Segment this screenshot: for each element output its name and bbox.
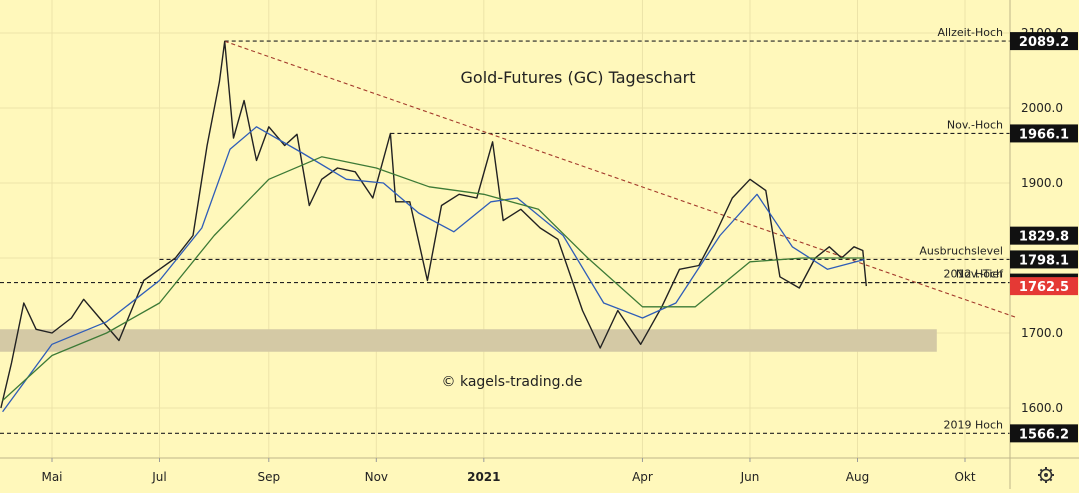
y-tick-label: 1700.0: [1021, 326, 1063, 340]
y-tick-label: 1600.0: [1021, 401, 1063, 415]
level-name: Ausbruchslevel: [919, 244, 1003, 257]
series-line-0: [0, 40, 867, 409]
series-line-1: [2, 126, 865, 413]
trendline-line: [224, 40, 1019, 319]
level-name: 2019 Hoch: [943, 418, 1003, 431]
price-badge: [1010, 32, 1078, 51]
level-lines: [0, 40, 1010, 434]
price-badges: 2089.21966.11798.11767.21566.21829.81762…: [1010, 32, 1078, 443]
x-tick-label: 2021: [467, 470, 500, 484]
price-badge-label: 1966.1: [1019, 127, 1069, 142]
x-tick-label: Jul: [151, 470, 166, 484]
series-line-2: [2, 156, 865, 401]
price-badge: [1010, 250, 1078, 269]
level-name: Nov.-Tief: [956, 268, 1004, 281]
y-tick-label: 2000.0: [1021, 101, 1063, 115]
x-tick-label: Mai: [41, 470, 62, 484]
price-badge: [1010, 124, 1078, 143]
x-tick-label: Sep: [257, 470, 280, 484]
x-tick-label: Nov: [365, 470, 388, 484]
x-ticks: Mai Jul Sep Nov 2021 Apr Jun Aug Okt: [41, 458, 976, 484]
x-tick-label: Apr: [632, 470, 653, 484]
x-tick-label: Aug: [846, 470, 869, 484]
x-tick-label: Okt: [954, 470, 975, 484]
settings-gear-icon[interactable]: [1038, 467, 1054, 483]
y-tick-label: 1900.0: [1021, 176, 1063, 190]
level-name: Nov.-Hoch: [947, 118, 1003, 131]
level-name: Allzeit-Hoch: [937, 26, 1003, 39]
series-lines: [0, 40, 867, 413]
support-zone: [0, 329, 937, 352]
support-zone-rect: [0, 329, 937, 352]
x-tick-label: Jun: [740, 470, 760, 484]
price-badge: [1010, 424, 1078, 443]
price-badge-label: 1762.5: [1019, 280, 1069, 295]
chart-title: Gold-Futures (GC) Tageschart: [461, 68, 696, 87]
price-badge: [1010, 226, 1078, 245]
trendline: [224, 40, 1019, 319]
price-badge-label: 1566.2: [1019, 427, 1069, 442]
watermark: © kagels-trading.de: [442, 374, 583, 390]
grid: [0, 0, 1010, 458]
price-badge-label: 1798.1: [1019, 253, 1069, 268]
price-badge-label: 1829.8: [1019, 230, 1069, 245]
level-labels: Allzeit-Hoch Nov.-Hoch Ausbruchslevel 2012 …: [919, 26, 1004, 431]
price-badge-label: 2089.2: [1019, 35, 1069, 50]
level-name: 2012 Hoch: [943, 268, 1003, 281]
price-badge: [1010, 277, 1078, 296]
